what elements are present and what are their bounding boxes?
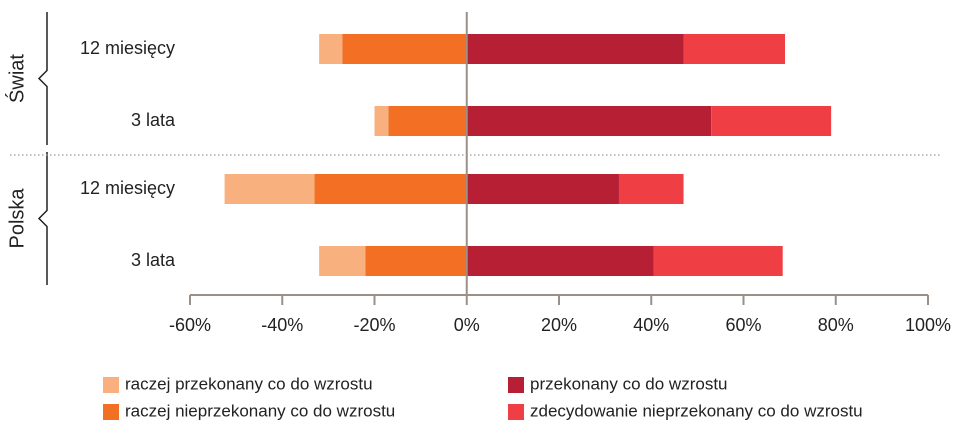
bar-segment — [319, 246, 366, 276]
x-tick-label: 0% — [454, 315, 480, 335]
legend-swatch — [508, 404, 524, 420]
bar-segment — [342, 34, 467, 64]
x-tick-label: 60% — [725, 315, 761, 335]
bar-segment — [224, 174, 315, 204]
x-tick-label: -20% — [353, 315, 395, 335]
bar-segment — [319, 34, 343, 64]
category-label: 3 lata — [131, 250, 176, 270]
bar-segment — [466, 34, 684, 64]
x-tick-label: 20% — [541, 315, 577, 335]
x-tick-label: 40% — [633, 315, 669, 335]
x-tick-label: -40% — [261, 315, 303, 335]
category-label: 12 miesięcy — [80, 178, 175, 198]
bar-segment — [618, 174, 684, 204]
group-label: Polska — [6, 188, 28, 249]
group-bracket — [37, 12, 48, 145]
category-label: 12 miesięcy — [80, 38, 175, 58]
x-tick-label: -60% — [169, 315, 211, 335]
bar-segment — [653, 246, 783, 276]
group-bracket — [37, 152, 48, 285]
group-label: Świat — [4, 54, 28, 103]
category-label: 3 lata — [131, 110, 176, 130]
bar-segment — [314, 174, 467, 204]
bar-segment — [466, 246, 654, 276]
legend-swatch — [508, 377, 524, 393]
bar-segment — [466, 174, 619, 204]
bar-segment — [374, 106, 389, 136]
legend-label: zdecydowanie nieprzekonany co do wzrostu — [530, 401, 863, 420]
bar-segment — [365, 246, 467, 276]
x-tick-label: 80% — [818, 315, 854, 335]
legend-label: raczej przekonany co do wzrostu — [125, 374, 373, 393]
legend-label: raczej nieprzekonany co do wzrostu — [125, 401, 395, 420]
bar-segment — [466, 106, 712, 136]
x-tick-label: 100% — [905, 315, 951, 335]
bar-segment — [683, 34, 786, 64]
legend-label: przekonany co do wzrostu — [530, 374, 728, 393]
legend-swatch — [103, 404, 119, 420]
bar-segment — [388, 106, 467, 136]
bar-segment — [711, 106, 832, 136]
legend-swatch — [103, 377, 119, 393]
